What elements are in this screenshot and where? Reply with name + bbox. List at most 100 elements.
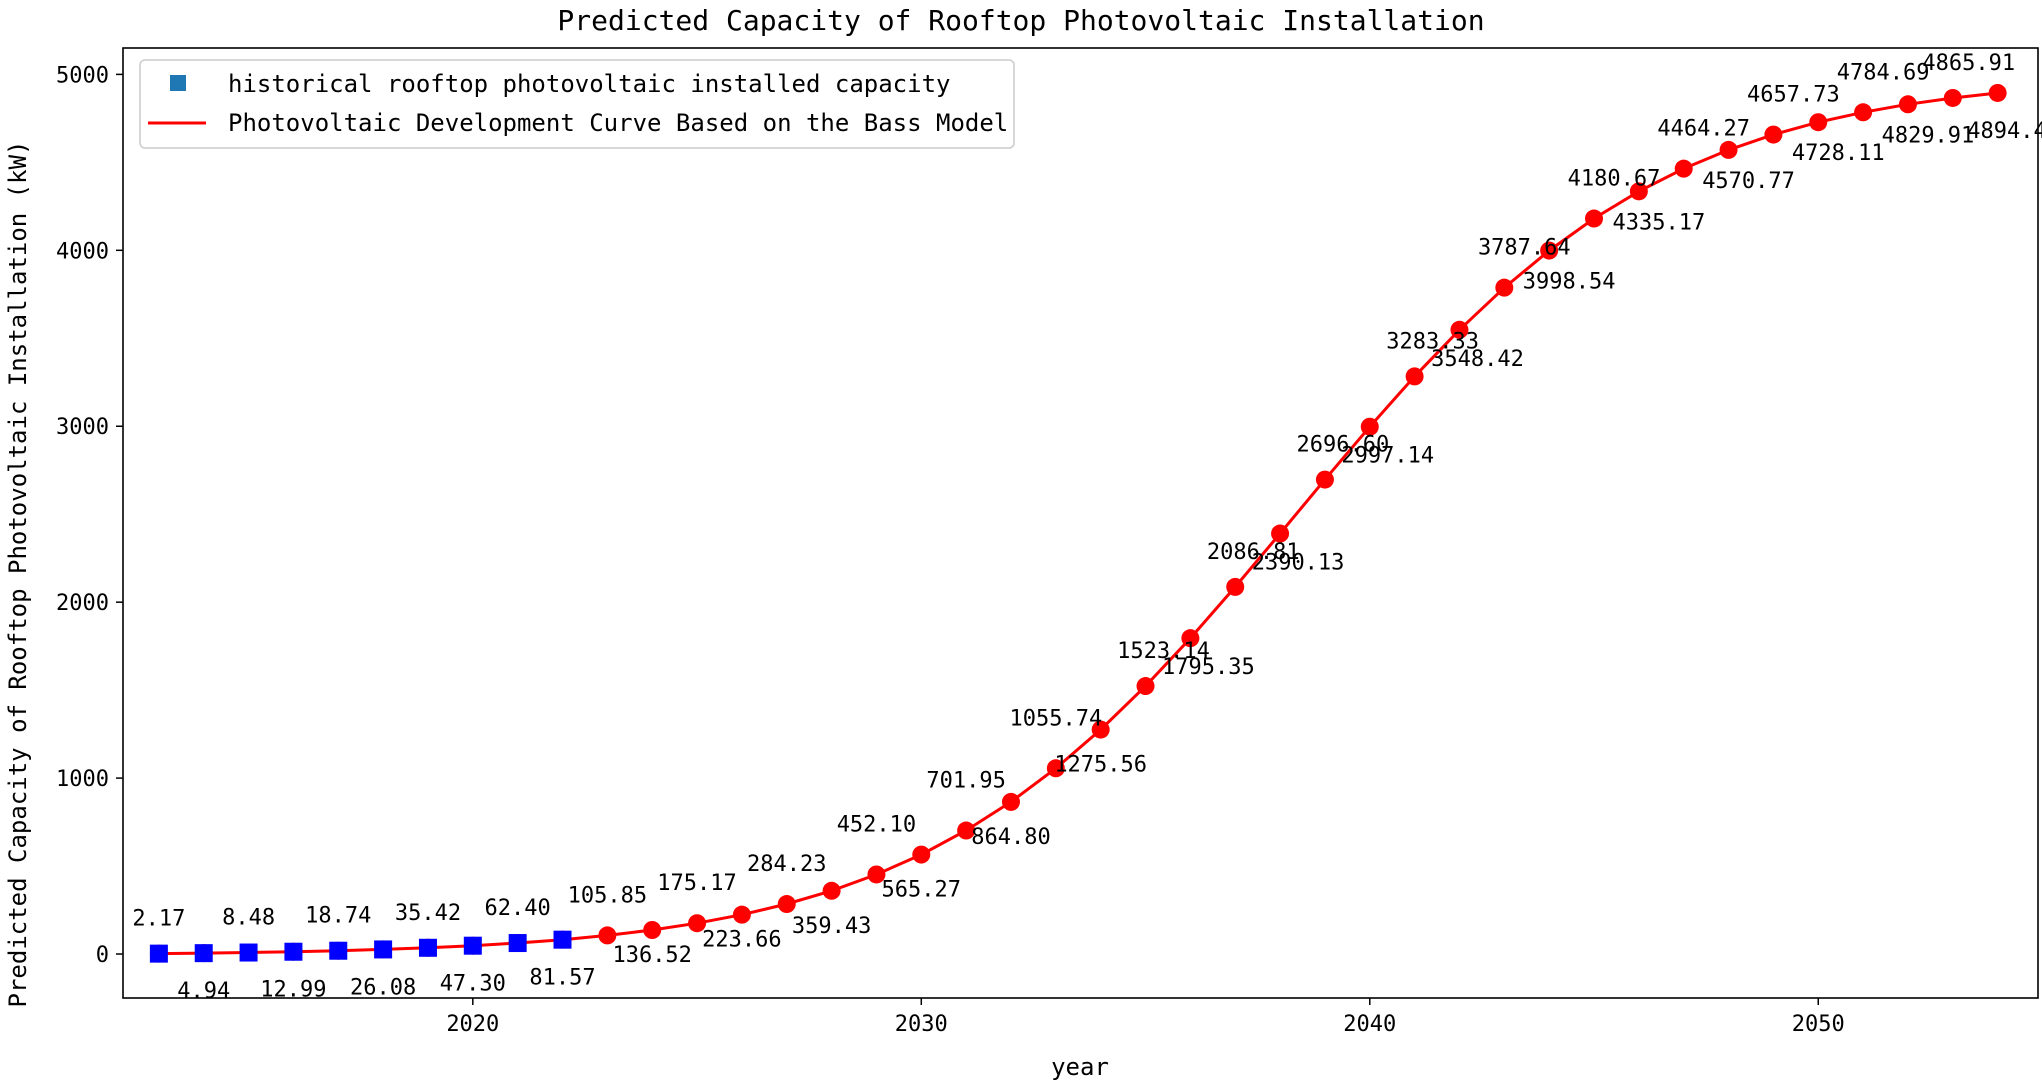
data-label: 62.40 xyxy=(485,896,551,921)
data-label: 18.74 xyxy=(305,904,371,929)
curve-point xyxy=(777,895,796,914)
data-label: 3998.54 xyxy=(1523,270,1616,295)
curve-point xyxy=(1629,182,1648,201)
curve-point xyxy=(1719,140,1738,159)
data-label: 2997.14 xyxy=(1341,444,1434,469)
curve-point xyxy=(1450,320,1469,339)
y-tick-label: 3000 xyxy=(56,415,109,440)
y-tick-label: 2000 xyxy=(56,591,109,616)
curve-point xyxy=(1405,367,1424,386)
chart-title: Predicted Capacity of Rooftop Photovolta… xyxy=(557,4,1484,37)
curve-point xyxy=(688,914,707,933)
x-tick-label: 2020 xyxy=(446,1012,499,1037)
y-tick-label: 4000 xyxy=(56,239,109,264)
data-label: 565.27 xyxy=(882,878,961,903)
y-axis-label: Predicted Capacity of Rooftop Photovolta… xyxy=(4,141,32,1008)
data-label: 1055.74 xyxy=(1009,706,1102,731)
bass-curve-line xyxy=(158,91,1998,956)
historical-point xyxy=(329,941,348,960)
historical-point xyxy=(194,944,213,963)
curve-point xyxy=(1091,720,1110,739)
curve-point xyxy=(1540,241,1559,260)
data-label: 4728.11 xyxy=(1792,141,1885,166)
data-label: 3787.64 xyxy=(1478,236,1571,261)
curve-point xyxy=(1315,470,1334,489)
data-label: 701.95 xyxy=(926,769,1005,794)
data-label: 3283.33 xyxy=(1386,329,1479,354)
curve-point xyxy=(1943,88,1962,107)
curve-point xyxy=(822,881,841,900)
curve-point xyxy=(912,845,931,864)
data-label: 452.10 xyxy=(837,812,916,837)
curve-point xyxy=(1764,125,1783,144)
data-label: 2696.60 xyxy=(1297,433,1390,458)
data-label: 4464.27 xyxy=(1657,117,1750,142)
y-tick-label: 0 xyxy=(96,943,109,968)
historical-point xyxy=(149,944,168,963)
y-tick-label: 5000 xyxy=(56,63,109,88)
curve-point xyxy=(1360,417,1379,436)
data-label: 864.80 xyxy=(971,825,1050,850)
data-label: 223.66 xyxy=(702,928,781,953)
curve-point xyxy=(1809,113,1828,132)
curve-point xyxy=(1674,159,1693,178)
data-label: 136.52 xyxy=(612,943,691,968)
data-label: 2.17 xyxy=(132,907,185,932)
curve-point xyxy=(1271,524,1290,543)
curve-point xyxy=(1988,83,2007,102)
x-tick-label: 2050 xyxy=(1792,1012,1845,1037)
data-label: 4784.69 xyxy=(1837,60,1930,85)
historical-point xyxy=(508,934,527,953)
historical-point xyxy=(284,942,303,961)
data-label: 284.23 xyxy=(747,852,826,877)
legend-curve-label: Photovoltaic Development Curve Based on … xyxy=(228,109,1008,137)
data-label: 1275.56 xyxy=(1054,753,1147,778)
plot-marks: 2.17 4.94 8.48 12.99 18.74 26.08 35.42 47.30 62.… xyxy=(132,51,2042,1004)
data-label: 26.08 xyxy=(350,975,416,1000)
historical-point xyxy=(463,936,482,955)
data-label: 4865.91 xyxy=(1922,51,2015,76)
data-label: 2086.81 xyxy=(1207,540,1300,565)
legend-box xyxy=(139,59,1015,149)
curve-point xyxy=(1585,209,1604,228)
x-tick-label: 2040 xyxy=(1343,1012,1396,1037)
y-tick-label: 1000 xyxy=(56,767,109,792)
data-label: 4180.67 xyxy=(1568,167,1661,192)
data-label: 1795.35 xyxy=(1162,655,1255,680)
legend-historical-label: historical rooftop photovoltaic installe… xyxy=(228,70,950,98)
legend-historical-marker xyxy=(170,75,186,91)
data-label: 1523.14 xyxy=(1117,639,1210,664)
historical-point xyxy=(239,943,258,962)
x-tick-label: 2030 xyxy=(895,1012,948,1037)
curve-point xyxy=(1181,629,1200,648)
data-label: 12.99 xyxy=(260,978,326,1003)
data-label: 105.85 xyxy=(568,883,647,908)
data-label: 4657.73 xyxy=(1747,83,1840,108)
curve-point xyxy=(598,926,617,945)
data-label: 81.57 xyxy=(529,966,595,991)
curve-point xyxy=(1854,103,1873,122)
data-label: 359.43 xyxy=(792,914,871,939)
data-label: 4829.91 xyxy=(1882,123,1975,148)
axis-ticks: 2020 2030 2040 2050 0 1000 2000 3000 4000 5000 xyxy=(56,63,1845,1037)
curve-point xyxy=(1136,677,1155,696)
data-label: 3548.42 xyxy=(1431,347,1524,372)
data-label: 8.48 xyxy=(222,906,275,931)
curve-point xyxy=(732,905,751,924)
historical-point xyxy=(374,940,393,959)
curve-point xyxy=(957,821,976,840)
plot-frame xyxy=(122,47,2039,999)
historical-point xyxy=(553,930,572,949)
data-label: 2390.13 xyxy=(1252,551,1345,576)
data-label: 4894.45 xyxy=(1967,119,2042,144)
data-label: 4.94 xyxy=(177,979,230,1004)
curve-point xyxy=(1226,577,1245,596)
historical-point xyxy=(418,938,437,957)
curve-point xyxy=(1898,95,1917,114)
data-label: 4570.77 xyxy=(1702,169,1795,194)
curve-point xyxy=(1495,278,1514,297)
curve-point xyxy=(643,921,662,940)
curve-point xyxy=(1046,759,1065,778)
data-label: 175.17 xyxy=(657,871,736,896)
